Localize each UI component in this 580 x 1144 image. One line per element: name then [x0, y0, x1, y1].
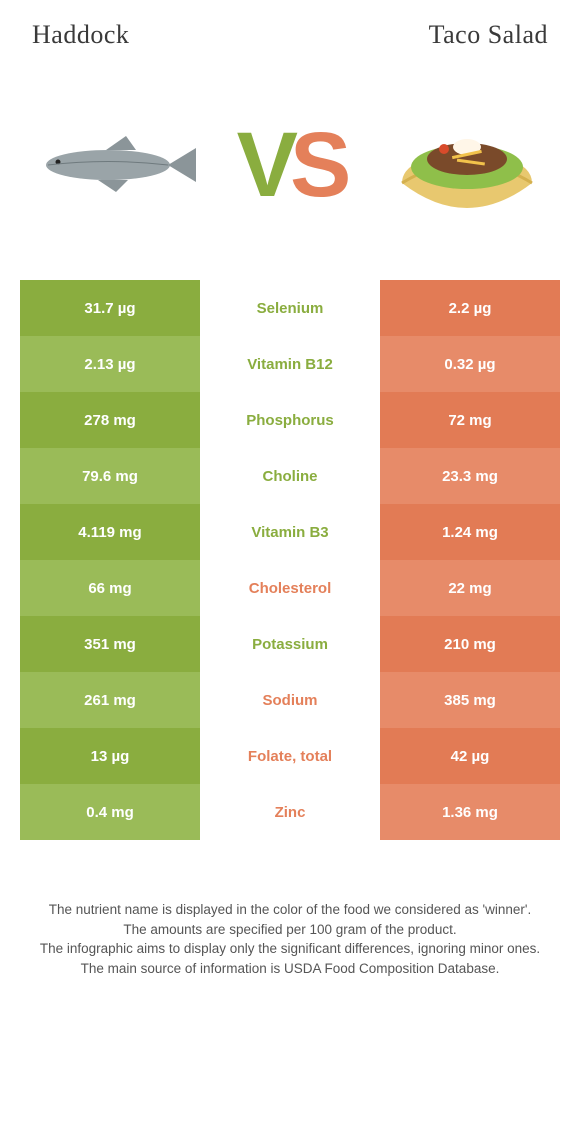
left-value: 0.4 mg — [20, 784, 200, 840]
haddock-image — [28, 105, 198, 225]
right-value: 72 mg — [380, 392, 560, 448]
nutrient-label: Vitamin B3 — [200, 504, 380, 560]
nutrient-label: Selenium — [200, 280, 380, 336]
left-value: 2.13 µg — [20, 336, 200, 392]
nutrient-label: Zinc — [200, 784, 380, 840]
footer-line: The infographic aims to display only the… — [34, 939, 546, 959]
right-value: 42 µg — [380, 728, 560, 784]
table-row: 4.119 mgVitamin B31.24 mg — [20, 504, 560, 560]
vs-v: V — [237, 114, 290, 216]
right-value: 23.3 mg — [380, 448, 560, 504]
footer-line: The amounts are specified per 100 gram o… — [34, 920, 546, 940]
right-food-title: Taco Salad — [429, 20, 548, 50]
nutrient-label: Potassium — [200, 616, 380, 672]
left-value: 79.6 mg — [20, 448, 200, 504]
right-value: 0.32 µg — [380, 336, 560, 392]
table-row: 351 mgPotassium210 mg — [20, 616, 560, 672]
nutrient-label: Choline — [200, 448, 380, 504]
left-food-title: Haddock — [32, 20, 129, 50]
hero-row: VS — [20, 100, 560, 230]
table-row: 261 mgSodium385 mg — [20, 672, 560, 728]
taco-salad-image — [382, 105, 552, 225]
left-value: 278 mg — [20, 392, 200, 448]
table-row: 13 µgFolate, total42 µg — [20, 728, 560, 784]
right-value: 210 mg — [380, 616, 560, 672]
right-value: 1.36 mg — [380, 784, 560, 840]
left-value: 66 mg — [20, 560, 200, 616]
vs-label: VS — [237, 119, 344, 211]
right-value: 22 mg — [380, 560, 560, 616]
nutrient-table: 31.7 µgSelenium2.2 µg2.13 µgVitamin B120… — [20, 280, 560, 840]
right-value: 2.2 µg — [380, 280, 560, 336]
left-value: 351 mg — [20, 616, 200, 672]
nutrient-label: Sodium — [200, 672, 380, 728]
nutrient-label: Cholesterol — [200, 560, 380, 616]
table-row: 2.13 µgVitamin B120.32 µg — [20, 336, 560, 392]
footer-notes: The nutrient name is displayed in the co… — [20, 900, 560, 996]
left-value: 4.119 mg — [20, 504, 200, 560]
right-value: 1.24 mg — [380, 504, 560, 560]
table-row: 278 mgPhosphorus72 mg — [20, 392, 560, 448]
left-value: 31.7 µg — [20, 280, 200, 336]
titles-row: Haddock Taco Salad — [20, 20, 560, 50]
footer-line: The main source of information is USDA F… — [34, 959, 546, 979]
left-value: 261 mg — [20, 672, 200, 728]
table-row: 31.7 µgSelenium2.2 µg — [20, 280, 560, 336]
table-row: 66 mgCholesterol22 mg — [20, 560, 560, 616]
table-row: 0.4 mgZinc1.36 mg — [20, 784, 560, 840]
right-value: 385 mg — [380, 672, 560, 728]
left-value: 13 µg — [20, 728, 200, 784]
table-row: 79.6 mgCholine23.3 mg — [20, 448, 560, 504]
nutrient-label: Vitamin B12 — [200, 336, 380, 392]
nutrient-label: Phosphorus — [200, 392, 380, 448]
vs-s: S — [290, 114, 343, 216]
footer-line: The nutrient name is displayed in the co… — [34, 900, 546, 920]
nutrient-label: Folate, total — [200, 728, 380, 784]
